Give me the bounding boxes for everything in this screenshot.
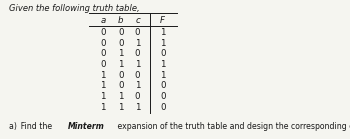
Text: 1: 1 [135,103,140,112]
Text: b: b [118,16,124,25]
Text: 1: 1 [135,39,140,48]
Text: c: c [135,16,140,25]
Text: 0: 0 [118,81,124,90]
Text: a: a [101,16,106,25]
Text: 0: 0 [100,39,106,48]
Text: 0: 0 [160,103,166,112]
Text: 1: 1 [160,71,166,80]
Text: 1: 1 [118,60,124,69]
Text: 0: 0 [118,28,124,37]
Text: 0: 0 [100,60,106,69]
Text: 0: 0 [135,92,140,101]
Text: 1: 1 [160,39,166,48]
Text: 1: 1 [100,81,106,90]
Text: a) Find the: a) Find the [9,122,54,131]
Text: 0: 0 [160,92,166,101]
Text: 0: 0 [100,28,106,37]
Text: 0: 0 [160,49,166,58]
Text: 1: 1 [160,28,166,37]
Text: 0: 0 [160,81,166,90]
Text: 0: 0 [135,71,140,80]
Text: 1: 1 [100,71,106,80]
Text: F: F [160,16,165,25]
Text: 0: 0 [118,39,124,48]
Text: 1: 1 [118,49,124,58]
Text: 0: 0 [118,71,124,80]
Text: 1: 1 [160,60,166,69]
Text: 1: 1 [118,103,124,112]
Text: 0: 0 [135,49,140,58]
Text: expansion of the truth table and design the corresponding circuit in: expansion of the truth table and design … [115,122,350,131]
Text: 1: 1 [100,92,106,101]
Text: Minterm: Minterm [68,122,105,131]
Text: 0: 0 [100,49,106,58]
Text: 1: 1 [118,92,124,101]
Text: 1: 1 [135,60,140,69]
Text: 0: 0 [135,28,140,37]
Text: 1: 1 [100,103,106,112]
Text: Given the following truth table,: Given the following truth table, [9,4,139,13]
Text: 1: 1 [135,81,140,90]
